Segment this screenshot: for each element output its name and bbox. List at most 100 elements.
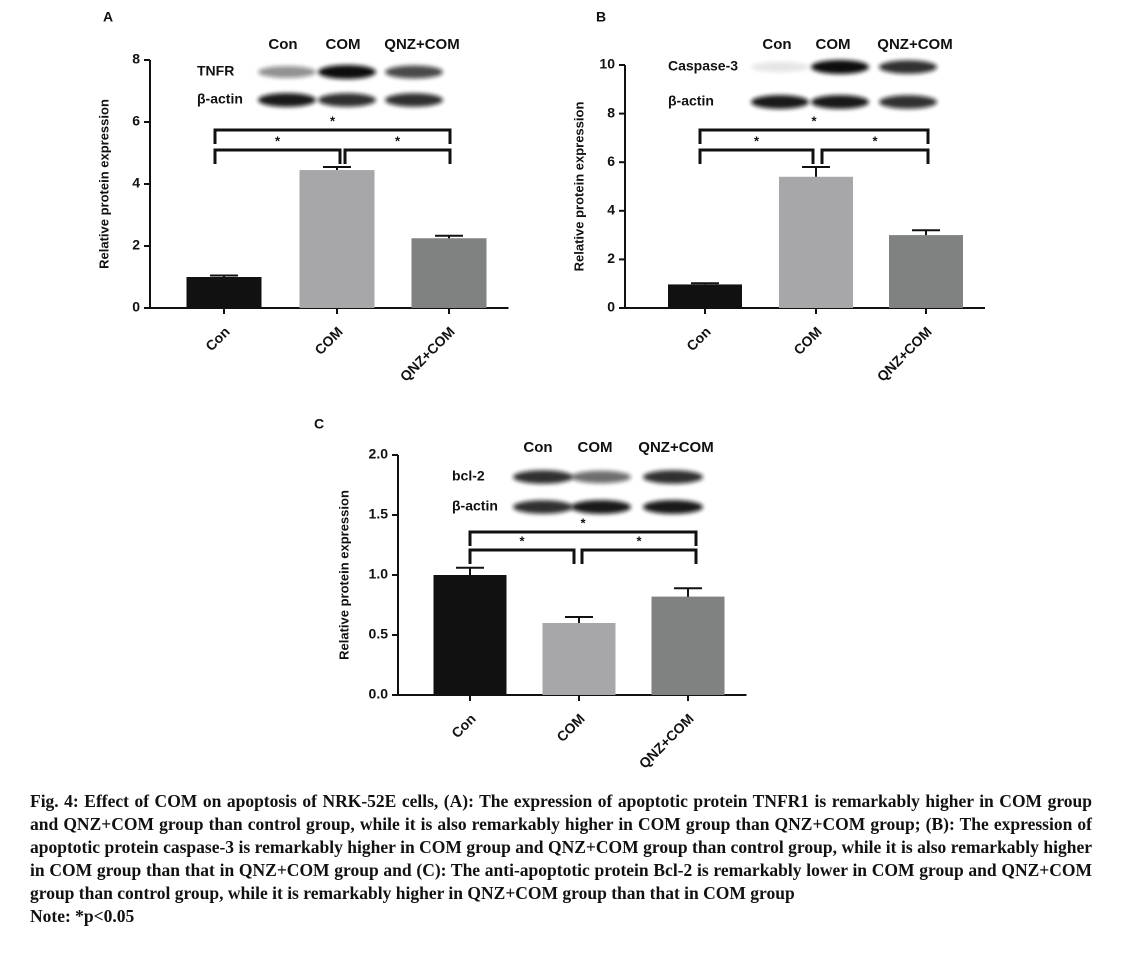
error-bar bbox=[912, 229, 940, 236]
blot-band bbox=[385, 65, 443, 79]
y-tick-label: 4 bbox=[132, 175, 140, 191]
y-axis-label: Relative protein expression bbox=[336, 490, 351, 660]
blot-lane-label: Con bbox=[523, 439, 552, 456]
error-bar bbox=[691, 282, 719, 285]
y-tick-label: 6 bbox=[607, 153, 615, 169]
bar bbox=[433, 575, 507, 695]
significance-bracket bbox=[468, 530, 698, 546]
blot-band bbox=[811, 95, 869, 109]
x-tick-label: Con bbox=[683, 323, 714, 354]
significance-bracket bbox=[213, 148, 342, 164]
bar bbox=[411, 238, 487, 308]
blot-band bbox=[879, 95, 937, 109]
error-bar bbox=[674, 587, 702, 597]
blot-band bbox=[258, 93, 316, 107]
blot-lane-label: COM bbox=[816, 36, 851, 53]
blot-band bbox=[879, 60, 937, 74]
x-tick-label: Con bbox=[202, 323, 233, 354]
y-tick-label: 0.0 bbox=[369, 686, 389, 702]
blot-band bbox=[571, 470, 631, 484]
blot-band bbox=[643, 500, 703, 514]
y-tick-label: 4 bbox=[607, 202, 615, 218]
charts: A Relative protein expression 0 2 4 6 8 Con COM Q… bbox=[96, 9, 985, 772]
caption-block: Fig. 4: Effect of COM on apoptosis of NR… bbox=[30, 790, 1092, 928]
blot-band bbox=[513, 470, 573, 484]
error-bar bbox=[565, 616, 593, 623]
blot-row-label: β-actin bbox=[668, 93, 714, 109]
blot-band bbox=[258, 66, 316, 78]
y-axis-label: Relative protein expression bbox=[96, 99, 111, 269]
blot-band bbox=[571, 500, 631, 514]
bar bbox=[542, 623, 616, 695]
significance-bracket bbox=[698, 148, 815, 164]
significance-bracket bbox=[468, 548, 576, 564]
significance-label: * bbox=[872, 133, 878, 148]
y-tick-label: 2 bbox=[607, 250, 615, 266]
significance-label: * bbox=[275, 133, 281, 148]
x-tick-label: QNZ+COM bbox=[874, 323, 935, 384]
blot-lane-label: Con bbox=[762, 36, 791, 53]
significance-bracket bbox=[343, 148, 452, 164]
y-axis-label: Relative protein expression bbox=[571, 102, 586, 272]
significance-label: * bbox=[519, 533, 525, 548]
bar bbox=[668, 284, 742, 308]
significance-label: * bbox=[395, 133, 401, 148]
x-tick-label: COM bbox=[790, 323, 824, 357]
significance-label: * bbox=[330, 113, 336, 128]
panel-label: C bbox=[314, 416, 324, 432]
x-tick-label: QNZ+COM bbox=[397, 323, 458, 384]
x-tick-label: QNZ+COM bbox=[636, 710, 697, 771]
y-tick-label: 0 bbox=[607, 299, 615, 315]
significance-label: * bbox=[580, 515, 586, 530]
significance-bracket bbox=[213, 128, 452, 144]
blot-band bbox=[751, 61, 809, 73]
significance-label: * bbox=[636, 533, 642, 548]
blot-band bbox=[643, 470, 703, 484]
x-tick-label: Con bbox=[448, 710, 479, 741]
y-tick-label: 2 bbox=[132, 237, 140, 253]
bar bbox=[779, 176, 853, 308]
blot-lane-label: QNZ+COM bbox=[384, 36, 459, 53]
blot-lane-label: QNZ+COM bbox=[638, 439, 713, 456]
caption: Fig. 4: Effect of COM on apoptosis of NR… bbox=[30, 791, 1092, 903]
blot-row-label: Caspase-3 bbox=[668, 58, 738, 74]
panel-label: B bbox=[596, 9, 606, 25]
x-tick-label: COM bbox=[311, 323, 345, 357]
blot-lane-label: COM bbox=[578, 439, 613, 456]
blot-band bbox=[811, 60, 869, 74]
blot-row-label: β-actin bbox=[452, 498, 498, 514]
y-tick-label: 2.0 bbox=[369, 446, 389, 462]
error-bar bbox=[435, 234, 463, 239]
y-tick-label: 0.5 bbox=[369, 626, 389, 642]
error-bar bbox=[802, 166, 830, 177]
y-tick-label: 10 bbox=[599, 56, 615, 72]
error-bar bbox=[210, 274, 238, 277]
blot-row-label: β-actin bbox=[197, 91, 243, 107]
blot-band bbox=[513, 500, 573, 514]
blot-band bbox=[751, 95, 809, 109]
blot-lane-label: QNZ+COM bbox=[877, 36, 952, 53]
y-tick-label: 8 bbox=[132, 51, 140, 67]
y-tick-label: 1.5 bbox=[369, 506, 389, 522]
blot-band bbox=[318, 65, 376, 79]
x-tick-label: COM bbox=[553, 710, 587, 744]
error-bar bbox=[323, 165, 351, 171]
blot-row-label: TNFR bbox=[197, 63, 234, 79]
significance-bracket bbox=[820, 148, 930, 164]
blot-row-label: bcl-2 bbox=[452, 468, 485, 484]
bar bbox=[889, 235, 963, 308]
significance-label: * bbox=[811, 113, 817, 128]
blot-lane-label: Con bbox=[268, 36, 297, 53]
panel-label: A bbox=[103, 9, 113, 25]
significance-label: * bbox=[754, 133, 760, 148]
error-bar bbox=[456, 566, 484, 575]
bar bbox=[651, 596, 725, 695]
blot-band bbox=[318, 93, 376, 107]
significance-bracket bbox=[698, 128, 930, 144]
y-tick-label: 6 bbox=[132, 113, 140, 129]
y-tick-label: 8 bbox=[607, 104, 615, 120]
note: Note: *p<0.05 bbox=[30, 906, 135, 926]
blot-lane-label: COM bbox=[326, 36, 361, 53]
y-tick-label: 0 bbox=[132, 299, 140, 315]
